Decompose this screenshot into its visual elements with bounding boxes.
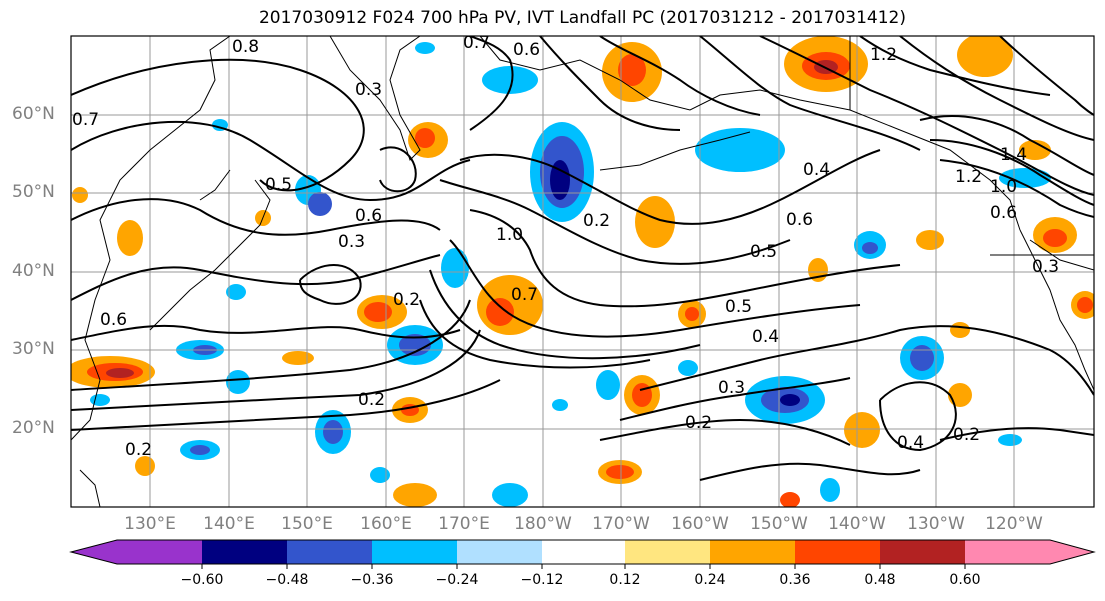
- colorbar-tick-label: 0.36: [779, 572, 811, 588]
- contour-label: 0.5: [750, 242, 777, 262]
- contour-label: 0.2: [685, 413, 712, 433]
- contour-label: 0.8: [232, 37, 259, 57]
- map-title: 2017030912 F024 700 hPa PV, IVT Landfall…: [258, 8, 906, 28]
- contour-label: 1.2: [955, 167, 982, 187]
- map-frame: [70, 35, 1095, 508]
- lon-label: 160°E: [360, 514, 412, 534]
- colorbar-tick-label: 0.12: [609, 572, 641, 588]
- lat-label-20n: 20°N: [12, 418, 55, 438]
- contour-label: 1.0: [990, 177, 1017, 197]
- contour-label: 0.5: [725, 297, 752, 317]
- lat-label-40n: 40°N: [12, 261, 55, 281]
- contour-label: 1.2: [870, 45, 897, 65]
- contour-label: 0.6: [786, 210, 813, 230]
- contour-label: 0.6: [990, 203, 1017, 223]
- contour-label: 0.2: [358, 390, 385, 410]
- colorbar-tick-label: 0.48: [864, 572, 896, 588]
- colorbar-tick-label: 0.60: [949, 572, 981, 588]
- contour-label: 0.7: [72, 110, 99, 130]
- contour-label: 0.2: [125, 440, 152, 460]
- contour-label: 0.5: [265, 175, 292, 195]
- contour-label: 0.2: [953, 425, 980, 445]
- contours: [71, 36, 1094, 481]
- colorbar-tick-label: −0.24: [435, 572, 479, 588]
- lon-label: 130°E: [124, 514, 176, 534]
- lon-label: 170°W: [592, 514, 650, 534]
- colorbar-tick-label: −0.12: [520, 572, 564, 588]
- lon-label: 150°W: [750, 514, 808, 534]
- lon-label: 120°W: [985, 514, 1043, 534]
- lon-label: 140°E: [203, 514, 255, 534]
- contour-label: 0.3: [718, 378, 745, 398]
- contour-label: 0.3: [1032, 257, 1059, 277]
- contour-label: 1.4: [1000, 145, 1027, 165]
- lon-label: 180°W: [514, 514, 572, 534]
- lat-label-30n: 30°N: [12, 339, 55, 359]
- graticule: [71, 36, 1094, 507]
- coastlines: [71, 36, 1094, 507]
- colorbar-tick-label: −0.36: [350, 572, 394, 588]
- lon-label: 140°W: [828, 514, 886, 534]
- contour-label: 0.4: [803, 160, 830, 180]
- contour-label: 0.2: [583, 211, 610, 231]
- contour-label: 1.0: [496, 225, 523, 245]
- contour-label: 0.3: [355, 80, 382, 100]
- contour-label: 0.2: [393, 290, 420, 310]
- contour-label: 0.6: [100, 310, 127, 330]
- colorbar-extend-min: [71, 540, 117, 564]
- contour-label: 0.7: [511, 285, 538, 305]
- colorbar-tick-label: −0.60: [180, 572, 224, 588]
- lon-label: 130°W: [907, 514, 965, 534]
- colorbar-tick-label: 0.24: [694, 572, 726, 588]
- contour-label: 0.7: [463, 33, 490, 53]
- contour-label: 0.4: [752, 327, 779, 347]
- colorbar: [69, 539, 1096, 569]
- lon-label: 160°W: [671, 514, 729, 534]
- contour-labels: 0.8 0.7 0.6 0.3 0.4 1.0 1.2 1.4 0.5 0.2 …: [72, 33, 1059, 460]
- contour-label: 0.6: [355, 206, 382, 226]
- colorbar-tick-label: −0.48: [265, 572, 309, 588]
- colorbar-extend-max: [1050, 540, 1094, 564]
- lon-label: 170°E: [438, 514, 490, 534]
- contour-label: 0.4: [897, 433, 924, 453]
- lat-label-60n: 60°N: [12, 104, 55, 124]
- lon-label: 150°E: [281, 514, 333, 534]
- lat-label-50n: 50°N: [12, 182, 55, 202]
- contour-label: 0.3: [338, 232, 365, 252]
- contour-label: 0.6: [513, 40, 540, 60]
